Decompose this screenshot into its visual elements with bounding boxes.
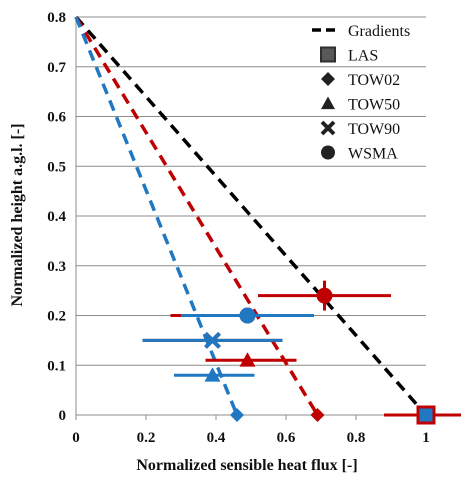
axes (75, 17, 428, 420)
error-bars (142, 280, 461, 417)
y-tick-label: 0.3 (47, 259, 66, 275)
legend-label: TOW90 (348, 121, 400, 138)
legend-square-symbol (320, 46, 336, 63)
legend-circle-symbol (321, 145, 335, 160)
legend-item: TOW90 (320, 120, 400, 138)
gradient-line-red (74, 16, 319, 416)
y-tick-label: 0.7 (47, 60, 66, 76)
legend-item: TOW02 (321, 72, 400, 89)
x-tick-label: 1 (422, 430, 430, 446)
x-tick-label: 0.8 (347, 430, 366, 446)
tick-labels: 0 0.1 0.2 0.3 0.4 0.5 0.6 0.7 0.8 0 0.2 0.4 0.6 0.8 1 (47, 10, 430, 446)
x-tick-label: 0.6 (277, 430, 296, 446)
legend-label: TOW02 (348, 72, 400, 89)
y-tick-label: 0.8 (47, 10, 66, 26)
y-tick-label: 0.1 (47, 358, 66, 374)
gradient-line-black (74, 15, 428, 417)
x-axis-title: Normalized sensible heat flux [-] (136, 457, 357, 474)
cross-point-blue (204, 331, 221, 349)
legend-item: Gradients (312, 23, 410, 40)
data-markers (204, 287, 436, 425)
gradient-lines (74, 15, 428, 417)
square-point-red (416, 405, 436, 425)
legend-label: WSMA (348, 146, 398, 163)
triangle-point-red (239, 352, 256, 367)
legend-cross-symbol (320, 120, 336, 136)
circle-point-red (316, 287, 333, 304)
y-tick-label: 0 (59, 408, 67, 424)
legend-label: TOW50 (348, 97, 400, 114)
y-axis-title: Normalized height a.g.l. [-] (9, 123, 26, 306)
y-tick-label: 0.6 (47, 110, 66, 126)
legend-item: LAS (320, 46, 378, 65)
triangle-point-blue (204, 367, 221, 382)
y-tick-label: 0.5 (47, 159, 66, 175)
legend-item: TOW50 (321, 96, 400, 114)
diamond-point-blue (230, 408, 244, 422)
x-tick-label: 0 (72, 430, 80, 446)
x-tick-label: 0.2 (137, 430, 156, 446)
legend: Gradients LAS TOW02 TOW50 TOW90 WSMA (312, 23, 410, 163)
y-tick-label: 0.2 (47, 309, 66, 325)
circle-point-blue (239, 307, 256, 324)
legend-label: LAS (348, 48, 378, 65)
y-tick-label: 0.4 (47, 209, 66, 225)
legend-item: WSMA (321, 145, 398, 163)
x-tick-label: 0.4 (207, 430, 226, 446)
legend-triangle-symbol (321, 96, 335, 110)
legend-diamond-symbol (321, 72, 335, 86)
legend-label: Gradients (348, 23, 410, 40)
diamond-point-red (310, 408, 325, 422)
